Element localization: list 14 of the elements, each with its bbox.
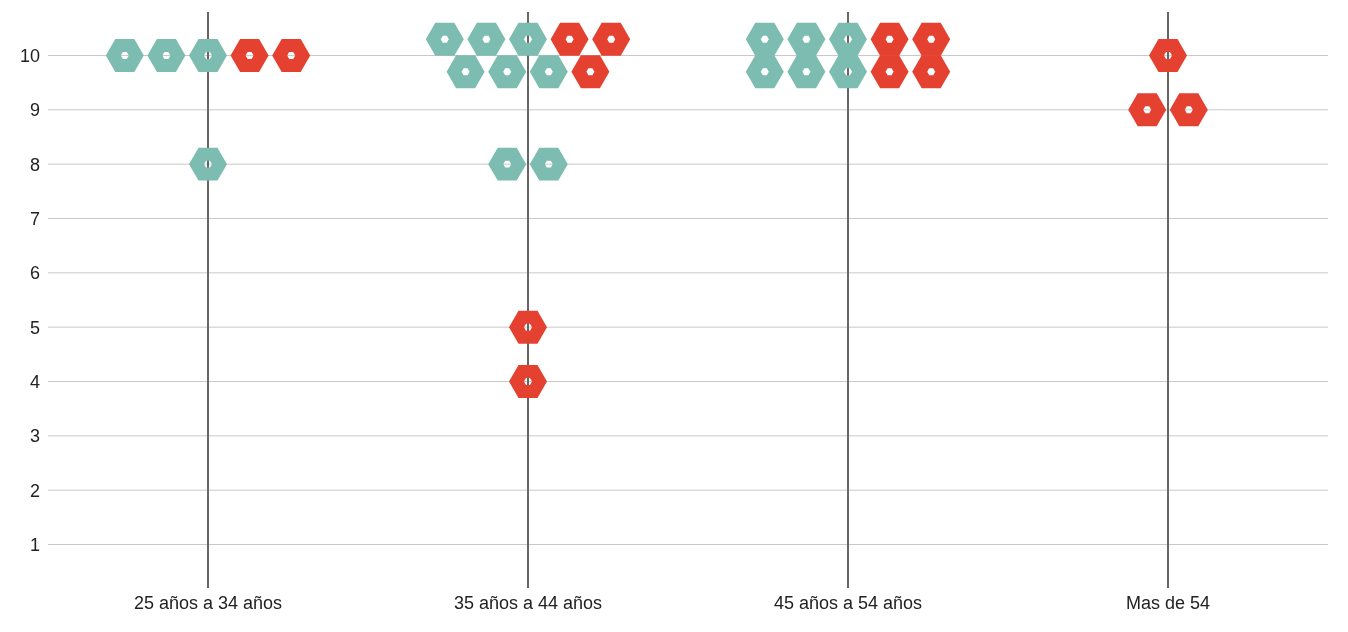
x-tick-label: 45 años a 54 años — [773, 592, 923, 613]
y-tick-label: 1 — [29, 534, 40, 555]
y-tick-label: 10 — [19, 45, 40, 66]
x-tick-label: 35 años a 44 años — [453, 592, 603, 613]
y-tick-label: 5 — [29, 317, 40, 338]
y-tick-label: 4 — [29, 371, 40, 392]
x-tick-label: 25 años a 34 años — [133, 592, 283, 613]
x-tick-label: Mas de 54 — [1125, 592, 1211, 613]
y-tick-label: 9 — [29, 100, 40, 121]
y-tick-label: 3 — [29, 426, 40, 447]
y-tick-label: 6 — [29, 263, 40, 284]
y-tick-label: 7 — [29, 208, 40, 229]
y-tick-label: 8 — [29, 154, 40, 175]
y-tick-label: 2 — [29, 480, 40, 501]
